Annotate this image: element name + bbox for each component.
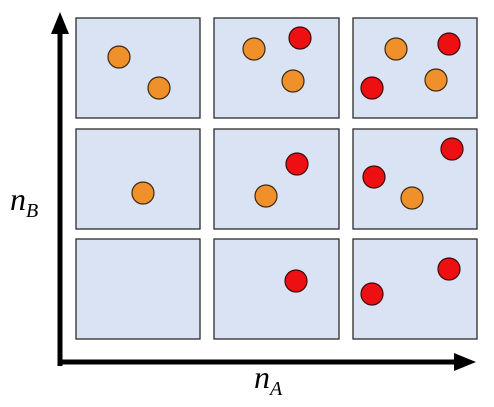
red-particle bbox=[360, 76, 384, 100]
symbol: n bbox=[10, 181, 26, 217]
orange-particle bbox=[281, 69, 305, 93]
cell bbox=[75, 17, 201, 119]
axes bbox=[51, 12, 476, 371]
cell bbox=[352, 17, 478, 119]
y-arrowhead bbox=[51, 12, 69, 34]
orange-particle bbox=[400, 186, 424, 210]
red-particle bbox=[288, 26, 312, 50]
orange-particle bbox=[147, 76, 171, 100]
orange-particle bbox=[254, 184, 278, 208]
x-arrowhead bbox=[454, 353, 476, 371]
red-particle bbox=[437, 32, 461, 56]
cell bbox=[75, 238, 201, 340]
cell bbox=[213, 17, 340, 119]
symbol: n bbox=[254, 359, 270, 395]
red-particle bbox=[437, 257, 461, 281]
red-particle bbox=[285, 152, 309, 176]
red-particle bbox=[440, 137, 464, 161]
red-particle bbox=[284, 269, 308, 293]
particles bbox=[107, 26, 464, 306]
orange-particle bbox=[424, 68, 448, 92]
y-axis-label: nB bbox=[10, 181, 38, 222]
cell bbox=[213, 128, 340, 230]
cell bbox=[75, 128, 201, 230]
orange-particle bbox=[107, 45, 131, 69]
grid bbox=[75, 17, 478, 340]
subscript: A bbox=[268, 378, 283, 400]
red-particle bbox=[360, 282, 384, 306]
x-axis-label: nA bbox=[254, 359, 283, 400]
red-particle bbox=[362, 165, 386, 189]
orange-particle bbox=[242, 37, 266, 61]
subscript: B bbox=[26, 200, 38, 222]
orange-particle bbox=[384, 37, 408, 61]
cell bbox=[213, 238, 340, 340]
orange-particle bbox=[131, 181, 155, 205]
